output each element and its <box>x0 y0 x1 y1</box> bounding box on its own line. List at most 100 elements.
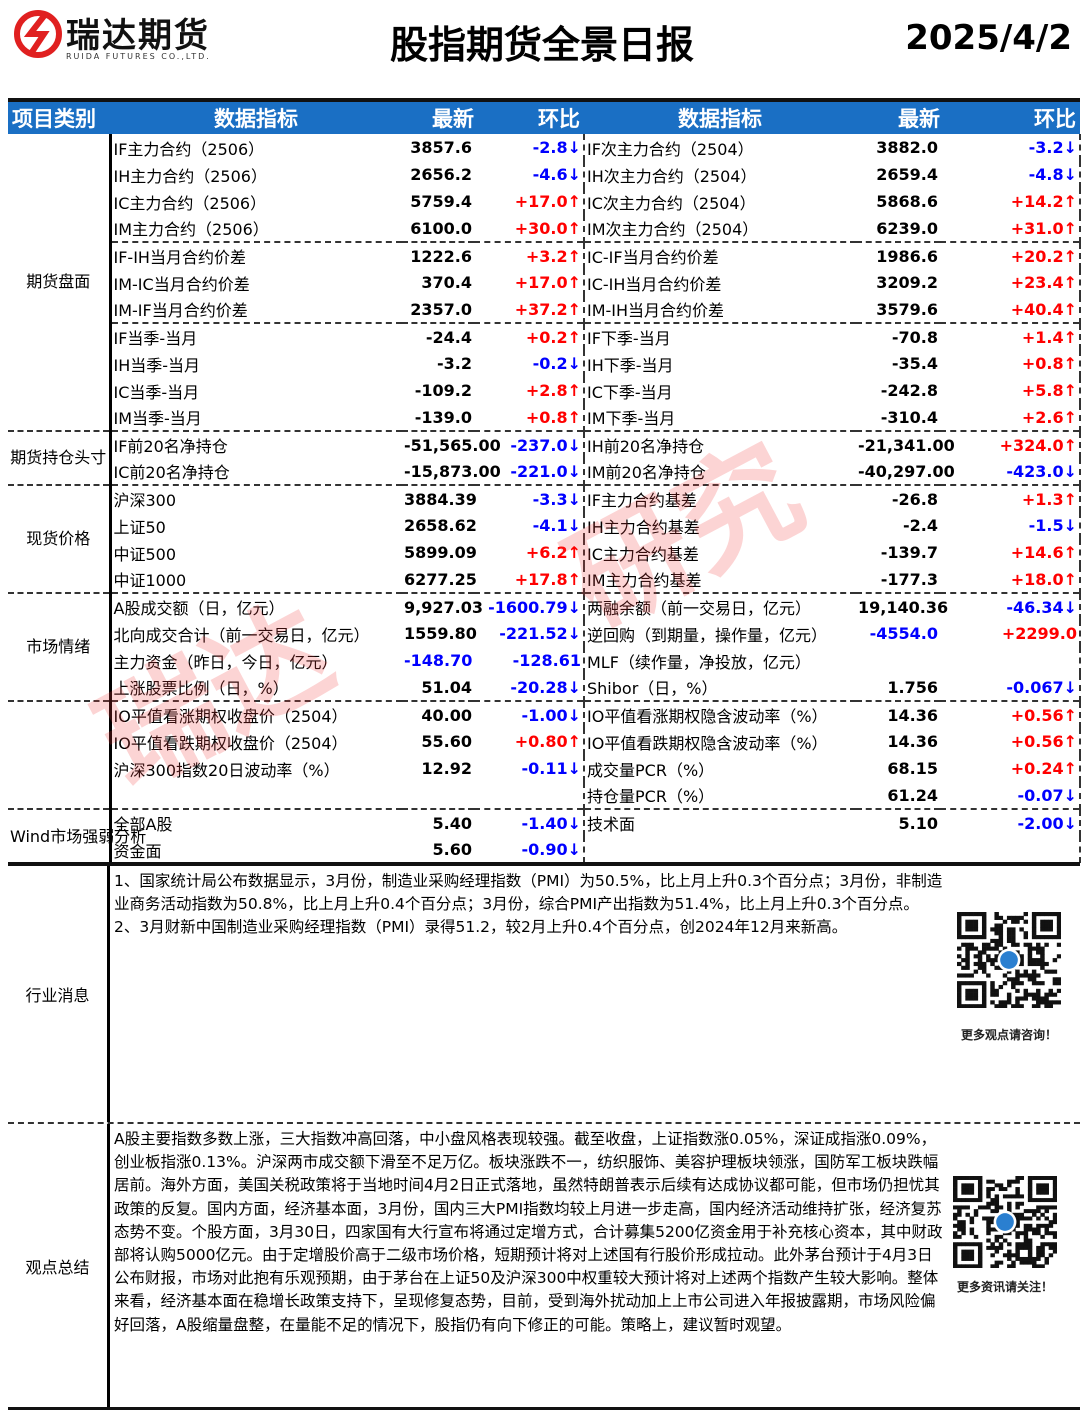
table-row: 资金面 5.60 -0.90↓ <box>8 836 1081 863</box>
metric-latest: 3857.6 <box>410 138 472 157</box>
table-row: IF当季-当月 -24.4 +0.2↑ IF下季-当月 -70.8 +1.4↑ <box>8 322 1081 350</box>
metric-name: IM前20名净持仓 <box>587 463 706 482</box>
metric-name: 全部A股 <box>110 808 402 836</box>
col-header-latest: 最新 <box>402 98 474 134</box>
metric-latest: 51.04 <box>421 677 472 697</box>
metric-change: +0.24↑ <box>940 755 1081 782</box>
metric-latest: 5759.4 <box>410 192 472 211</box>
table-header-row: 项目类别 数据指标 最新 环比 数据指标 最新 环比 <box>8 98 1080 134</box>
metric-change: +17.0↑ <box>474 188 585 215</box>
col-header-metric: 数据指标 <box>110 98 402 134</box>
qr-code-icon <box>953 1176 1057 1268</box>
metric-change: -128.61 <box>474 647 585 674</box>
metric-latest: 14.36 <box>856 700 940 728</box>
metric-change: +18.0↑ <box>940 566 1081 593</box>
table-row: IH当季-当月 -3.2 -0.2↓ IH下季-当月 -35.4 +0.8↑ <box>8 350 1081 377</box>
metric-name: IH当季-当月 <box>113 355 201 375</box>
metric-latest: 9,927.03 <box>402 592 483 620</box>
metric-change: +14.6↑ <box>940 539 1081 566</box>
metric-change: +20.2↑ <box>940 241 1081 269</box>
metric-name: IC下季-当月 <box>587 382 673 402</box>
metric-change: +37.2↑ <box>474 296 585 323</box>
metric-name: IO平值看涨期权隐含波动率（%） <box>584 700 856 728</box>
metric-name: IO平值看涨期权收盘价（2504） <box>110 700 402 728</box>
table-row: IC主力合约（2506） 5759.4 +17.0↑ IC次主力合约（2504） 586… <box>8 188 1081 215</box>
table-row: 中证1000 6277.25 +17.8↑ IM主力合约基差 -177.3 +18.0↑ <box>8 566 1081 593</box>
summary-label: 观点总结 <box>8 1124 110 1407</box>
category-label: 现货价格 <box>8 484 112 593</box>
metric-name: 中证1000 <box>113 571 187 590</box>
metric-change: +23.4↑ <box>940 269 1081 296</box>
metric-name: IF前20名净持仓 <box>110 430 402 458</box>
metric-latest: -21,341.00 <box>856 430 955 458</box>
metric-name: IH主力合约（2506） <box>113 166 267 186</box>
qr-caption: 更多资讯请关注！ <box>957 1280 1054 1294</box>
metric-name <box>110 782 402 809</box>
table-row: Wind市场强弱分析 全部A股 5.40 -1.40↓ 技术面 5.10 -2.00↓ <box>8 808 1081 863</box>
metric-latest <box>856 647 940 674</box>
data-table: 项目类别 数据指标 最新 环比 数据指标 最新 环比 期货盘面 IF主力合约（25… <box>8 98 1081 863</box>
metric-change: +0.56↑ <box>940 700 1081 728</box>
category-label <box>8 700 112 809</box>
metric-name: IO平值看跌期权隐含波动率（%） <box>587 733 828 753</box>
category-label: 市场情绪 <box>8 592 112 701</box>
metric-change: +5.8↑ <box>940 377 1081 404</box>
metric-name: IH前20名净持仓 <box>584 430 856 458</box>
metric-change: -3.3↓ <box>474 484 585 512</box>
metric-latest: 55.60 <box>421 732 472 751</box>
table-row: IO平值看跌期权收盘价（2504） 55.60 +0.80↑ IO平值看跌期权隐含波动… <box>8 728 1081 755</box>
metric-latest: -15,873.00 <box>404 461 501 481</box>
metric-latest: -40,297.00 <box>858 461 955 481</box>
metric-name: 资金面 <box>113 841 162 861</box>
metric-name: IM主力合约（2506） <box>113 220 269 239</box>
metric-change: -0.07↓ <box>940 782 1081 809</box>
metric-latest: 6277.25 <box>404 569 477 589</box>
metric-name: 上涨股票比例（日，%） <box>113 679 289 698</box>
table-row: IC当季-当月 -109.2 +2.8↑ IC下季-当月 -242.8 +5.8↑ <box>8 377 1081 404</box>
metric-name: IF当季-当月 <box>110 322 402 350</box>
table-row: IH主力合约（2506） 2656.2 -4.6↓ IH次主力合约（2504） 2659… <box>8 161 1081 188</box>
metric-latest: 1222.6 <box>402 241 474 269</box>
logo-text: 瑞达期货 <box>66 16 210 56</box>
table-row: 市场情绪 A股成交额（日，亿元） 9,927.03 -1600.79↓ 两融余额（前一交… <box>8 592 1081 701</box>
report-date: 2025/4/2 <box>905 18 1072 58</box>
metric-name: IC-IF当月合约价差 <box>584 241 856 269</box>
category-label: Wind市场强弱分析 <box>8 808 146 863</box>
table-row: 上涨股票比例（日，%） 51.04 -20.28↓ Shibor（日，%） 1.756-… <box>8 674 1081 701</box>
metric-change: -423.0↓ <box>940 458 1081 485</box>
metric-change: -4.8↓ <box>940 161 1081 188</box>
metric-latest <box>402 782 474 809</box>
table-row: IM-IF当月合约价差 2357.0 +37.2↑ IM-IH当月合约价差 3579.6… <box>8 296 1081 323</box>
metric-change: +0.8↑ <box>474 404 585 431</box>
metric-name: 沪深300指数20日波动率（%） <box>113 760 340 780</box>
metric-name: IM主力合约基差 <box>587 571 702 590</box>
col-header-latest-right: 最新 <box>856 98 940 134</box>
summary-section: 观点总结 A股主要指数多数上涨，三大指数冲高回落，中小盘风格表现较强。截至收盘，… <box>8 1122 1080 1410</box>
metric-change: -1.40↓ <box>474 808 585 836</box>
metric-name: 北向成交合计（前一交易日，亿元） <box>113 625 370 645</box>
metric-change: +3.2↑ <box>474 241 585 269</box>
metric-change: +2299.0 <box>940 620 1081 647</box>
metric-change: -0.90↓ <box>474 836 585 863</box>
metric-change: +31.0↑ <box>940 215 1081 242</box>
industry-news-section: 行业消息 1、国家统计局公布数据显示，3月份，制造业采购经理指数（PMI）为50… <box>8 862 1080 1122</box>
metric-latest: -2.4 <box>903 516 938 535</box>
metric-latest: 61.24 <box>887 785 938 805</box>
category-label: 期货盘面 <box>8 134 112 431</box>
table-row: 沪深300指数20日波动率（%） 12.92 -0.11↓ 成交量PCR（%） 68.1… <box>8 755 1081 782</box>
metric-change: -0.067↓ <box>940 674 1081 701</box>
metric-latest: 5.40 <box>402 808 474 836</box>
metric-latest: 3579.6 <box>876 299 938 319</box>
table-row: 现货价格 沪深300 3884.39 -3.3↓ IF主力合约基差 -26.8 +1.3↑ <box>8 484 1081 593</box>
metric-name: IO平值看跌期权收盘价（2504） <box>113 733 348 753</box>
metric-change: +324.0↑ <box>940 430 1081 458</box>
metric-change: -3.2↓ <box>940 134 1081 161</box>
metric-name: IM-IH当月合约价差 <box>587 301 725 320</box>
metric-latest: -139.0 <box>414 407 472 427</box>
metric-name: MLF（续作量，净投放，亿元） <box>587 652 811 672</box>
metric-latest <box>856 836 940 863</box>
metric-name: IF主力合约基差 <box>584 484 856 512</box>
metric-name: 技术面 <box>584 808 856 836</box>
table-row: IC前20名净持仓 -15,873.00 -221.0↓ IM前20名净持仓 -40,2… <box>8 458 1081 485</box>
metric-latest: -4554.0 <box>869 624 938 643</box>
